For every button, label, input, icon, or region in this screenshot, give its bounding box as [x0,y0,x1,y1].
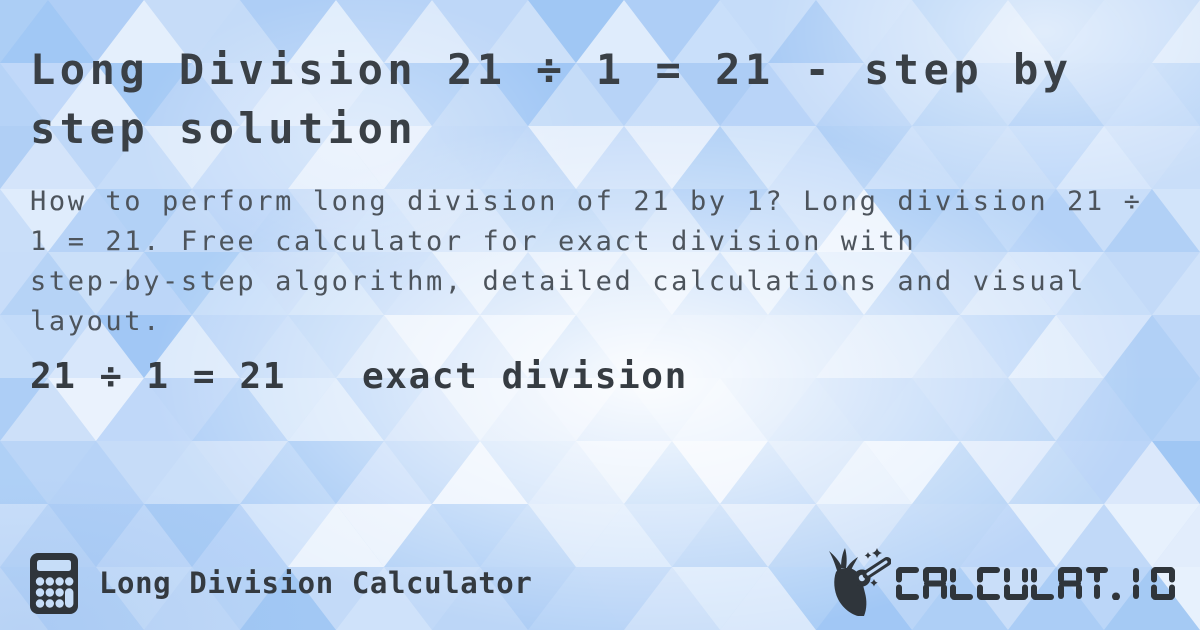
result-equation: 21 ÷ 1 = 21 [30,356,287,397]
result-line: 21 ÷ 1 = 21 exact division [30,352,1172,402]
app-name: Long Division Calculator [99,566,533,600]
brand-logo [825,548,1175,618]
description-line: step-by-step algorithm, detailed calcula… [30,266,1086,297]
calculator-icon [30,552,78,614]
description-line: 1 = 21. Free calculator for exact divisi… [30,226,917,257]
hand-wand-icon [829,548,891,616]
result-label: exact division [362,356,688,397]
app-badge: Long Division Calculator [30,552,533,614]
title-line: Long Division 21 ÷ 1 = 21 - step by [30,45,1073,94]
description-line: How to perform long division of 21 by 1?… [30,186,1143,217]
brand-logo-text [896,566,1175,600]
footer: Long Division Calculator [30,548,1175,618]
page-description: How to perform long division of 21 by 1?… [30,182,1172,342]
title-line: step solution [30,104,418,153]
description-line: layout. [30,306,162,337]
page-title: Long Division 21 ÷ 1 = 21 - step by step… [30,40,1172,158]
